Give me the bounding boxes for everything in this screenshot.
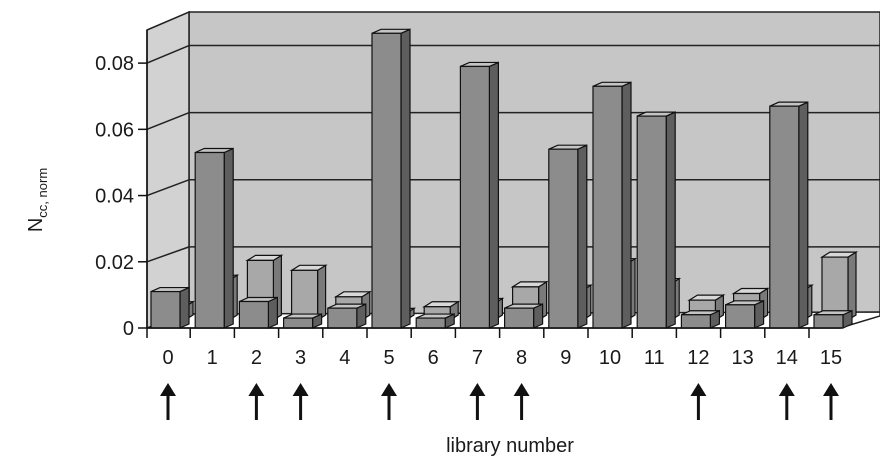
bar-front — [680, 309, 721, 329]
bar-front — [283, 313, 323, 329]
y-tick-label: 0.08 — [95, 53, 134, 75]
bar-front — [150, 286, 190, 329]
x-tick-label: 15 — [820, 347, 842, 369]
up-arrow-icon — [381, 383, 397, 420]
y-axis-title: Ncc, norm — [25, 168, 50, 232]
y-tick-label: 0.04 — [95, 186, 134, 208]
up-arrow-icon — [469, 383, 486, 420]
x-tick-label: 2 — [251, 347, 262, 369]
x-tick-label: 6 — [428, 347, 439, 369]
bar-front — [371, 28, 411, 329]
x-tick-label: 5 — [383, 347, 394, 369]
bar-front — [769, 101, 809, 329]
bar-front — [813, 309, 853, 329]
up-arrow-icon — [160, 383, 176, 420]
bars — [147, 28, 859, 329]
x-tick-label: 0 — [162, 347, 173, 369]
bar-front — [194, 147, 234, 329]
x-tick-label: 1 — [207, 347, 218, 369]
bar-front — [459, 61, 499, 329]
gridline-side — [146, 111, 190, 131]
y-tick-label: 0.06 — [95, 119, 134, 141]
x-tick-labels: 0 1 2 3 4 5 6 7 8 9 10 11 12 13 14 15 — [146, 328, 842, 369]
x-tick-label: 3 — [295, 347, 306, 369]
x-tick-label: 14 — [776, 347, 798, 369]
up-arrow-icon — [292, 383, 309, 420]
y-tick-labels: 0 0.02 0.04 0.06 0.08 — [95, 30, 148, 340]
x-tick-label: 8 — [516, 347, 527, 369]
bar-front — [724, 299, 765, 329]
up-arrow-icon — [690, 383, 707, 420]
back-wall — [188, 11, 880, 315]
x-tick-label: 7 — [472, 347, 483, 369]
gridline-side — [146, 246, 190, 263]
up-arrow-icon — [513, 383, 530, 420]
up-arrow-icon — [778, 383, 795, 420]
x-tick-label: 12 — [687, 347, 709, 369]
bar-back — [819, 251, 859, 322]
x-tick-label: 10 — [599, 347, 621, 369]
bar-back — [289, 264, 328, 322]
bar-front — [548, 144, 588, 329]
x-tick-label: 11 — [644, 347, 665, 369]
gridline-side — [146, 179, 190, 197]
up-arrow-icon — [823, 383, 839, 420]
x-axis-title: library number — [446, 435, 574, 457]
bar-front — [592, 81, 632, 329]
bar-front — [327, 303, 367, 329]
x-tick-label: 13 — [731, 347, 753, 369]
chart-walls — [146, 10, 880, 330]
up-arrow-icon — [248, 383, 265, 420]
bar-front — [504, 303, 544, 329]
marker-arrows — [160, 383, 839, 420]
bar-front — [415, 313, 455, 329]
side-wall — [146, 10, 190, 330]
y-tick-label: 0 — [123, 318, 134, 340]
x-tick-label: 4 — [339, 347, 350, 369]
bar-front — [636, 111, 676, 329]
bar-front — [238, 296, 278, 329]
y-tick-label: 0.02 — [95, 252, 134, 274]
x-tick-label: 9 — [560, 347, 571, 369]
gridline-side — [146, 44, 190, 64]
gridlines — [146, 44, 880, 263]
